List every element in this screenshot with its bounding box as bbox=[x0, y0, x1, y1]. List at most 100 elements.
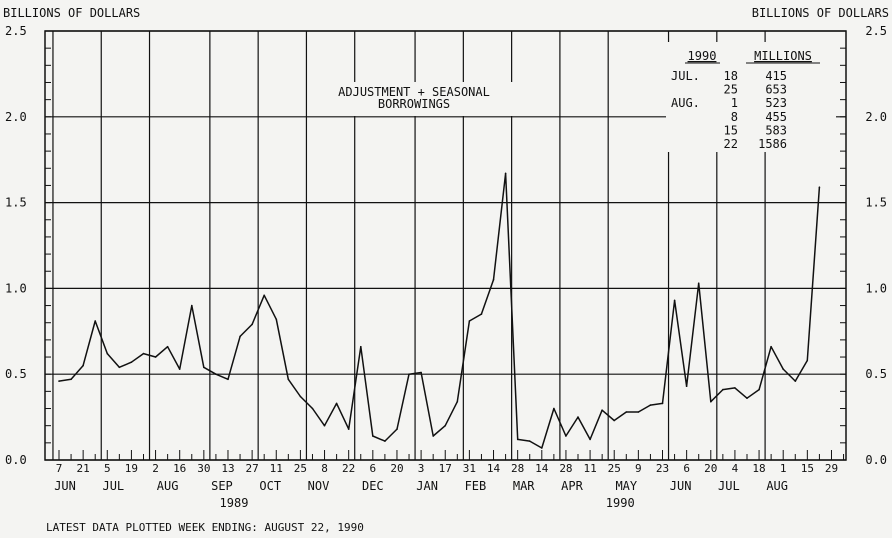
month-label: AUG bbox=[157, 479, 179, 493]
data-point bbox=[673, 299, 676, 302]
table-header-year: 1990 bbox=[688, 49, 717, 63]
data-point bbox=[444, 424, 447, 427]
week-label: 15 bbox=[801, 462, 814, 475]
annotation-background bbox=[314, 82, 514, 116]
data-point bbox=[589, 438, 591, 441]
month-label: APR bbox=[561, 479, 583, 493]
table-row-value: 455 bbox=[765, 110, 787, 124]
data-point bbox=[734, 387, 736, 389]
data-point bbox=[94, 320, 96, 322]
week-label: 11 bbox=[270, 462, 283, 475]
table-row-value: 523 bbox=[765, 96, 787, 110]
data-point bbox=[722, 388, 724, 391]
x-axis-month-labels: JUN JUL AUG SEP OCT NOV DEC JAN FEB MAR APR MAY JUN J… bbox=[54, 479, 788, 493]
month-label: AUG bbox=[766, 479, 788, 493]
table-row-value: 653 bbox=[765, 83, 787, 97]
data-point bbox=[818, 186, 821, 188]
year-label: 1989 bbox=[220, 496, 249, 510]
data-point bbox=[480, 313, 483, 315]
data-point bbox=[275, 318, 278, 321]
data-point bbox=[408, 373, 410, 376]
left-unit-label: BILLIONS OF DOLLARS bbox=[3, 6, 140, 20]
week-label: 1 bbox=[780, 462, 787, 475]
data-point bbox=[372, 435, 374, 437]
month-label: FEB bbox=[465, 479, 487, 493]
week-label: 30 bbox=[197, 462, 210, 475]
table-background bbox=[666, 42, 836, 152]
week-label: 7 bbox=[56, 462, 63, 475]
week-label: 11 bbox=[583, 462, 596, 475]
week-label: 25 bbox=[608, 462, 621, 475]
series-line bbox=[58, 172, 821, 449]
data-point bbox=[166, 345, 169, 348]
data-point bbox=[227, 378, 229, 381]
table-row-day: 22 bbox=[724, 137, 738, 151]
y-tick-label-left: 1.0 bbox=[5, 281, 27, 295]
data-point bbox=[661, 402, 664, 405]
y-tick-label-left: 0.5 bbox=[5, 367, 27, 381]
y-tick-label-left: 2.5 bbox=[5, 24, 27, 38]
data-point bbox=[215, 373, 217, 376]
table-row-day: 25 bbox=[724, 83, 738, 97]
week-label: 29 bbox=[825, 462, 838, 475]
y-tick-label-right: 2.5 bbox=[865, 24, 887, 38]
table-row-value: 1586 bbox=[758, 137, 787, 151]
y-tick-label-right: 2.0 bbox=[865, 110, 887, 124]
data-point bbox=[154, 356, 157, 358]
month-label: JUN bbox=[54, 479, 76, 493]
data-point bbox=[625, 411, 628, 413]
data-point bbox=[203, 366, 205, 369]
month-label: JUL bbox=[718, 479, 740, 493]
x-axis-week-labels: 7 21 5 19 2 16 30 13 27 11 25 8 22 6 20 3 17 31 14 28 14 28 11… bbox=[56, 462, 838, 475]
y-tick-label-left: 1.5 bbox=[5, 196, 27, 210]
data-point bbox=[806, 359, 809, 362]
data-point bbox=[516, 438, 519, 441]
data-point bbox=[456, 400, 459, 403]
x-axis-year-labels: 1989 1990 bbox=[220, 496, 635, 510]
data-point bbox=[384, 440, 386, 442]
week-label: 31 bbox=[463, 462, 476, 475]
y-axis-left: 0.0 0.5 1.0 1.5 2.0 2.5 bbox=[5, 24, 27, 467]
data-point bbox=[613, 419, 615, 422]
data-point bbox=[323, 424, 326, 427]
table-row-value: 583 bbox=[765, 123, 787, 137]
data-point bbox=[504, 172, 507, 175]
data-point bbox=[637, 411, 640, 413]
footnote: LATEST DATA PLOTTED WEEK ENDING: AUGUST … bbox=[46, 521, 364, 534]
table-row-month: JUL. bbox=[671, 69, 700, 83]
data-point bbox=[263, 294, 266, 297]
month-label: SEP bbox=[211, 479, 233, 493]
table-row-month: AUG. bbox=[671, 96, 700, 110]
week-label: 14 bbox=[487, 462, 501, 475]
data-point bbox=[685, 385, 688, 388]
series-points bbox=[58, 172, 821, 449]
week-label: 25 bbox=[294, 462, 307, 475]
data-point bbox=[118, 366, 121, 369]
month-label: NOV bbox=[308, 479, 330, 493]
data-point bbox=[360, 345, 362, 348]
data-point bbox=[468, 320, 471, 322]
data-point bbox=[347, 428, 350, 430]
data-point bbox=[782, 368, 784, 370]
data-point bbox=[142, 352, 145, 355]
week-label: 4 bbox=[732, 462, 739, 475]
annotation-line-1: ADJUSTMENT + SEASONAL bbox=[338, 85, 490, 99]
month-label: MAR bbox=[513, 479, 535, 493]
month-label: JUN bbox=[670, 479, 692, 493]
data-point bbox=[697, 282, 700, 285]
data-point bbox=[106, 352, 109, 355]
week-label: 5 bbox=[104, 462, 111, 475]
week-label: 13 bbox=[221, 462, 234, 475]
year-label: 1990 bbox=[606, 496, 635, 510]
week-label: 19 bbox=[125, 462, 138, 475]
table-header-millions: MILLIONS bbox=[754, 49, 812, 63]
week-label: 9 bbox=[635, 462, 642, 475]
data-point bbox=[82, 364, 84, 367]
table-row-day: 15 bbox=[724, 123, 738, 137]
table-row-day: 18 bbox=[724, 69, 738, 83]
data-point bbox=[710, 400, 712, 403]
month-label: OCT bbox=[259, 479, 281, 493]
table-row-day: 8 bbox=[731, 110, 738, 124]
annotation-line-2: BORROWINGS bbox=[378, 97, 450, 111]
